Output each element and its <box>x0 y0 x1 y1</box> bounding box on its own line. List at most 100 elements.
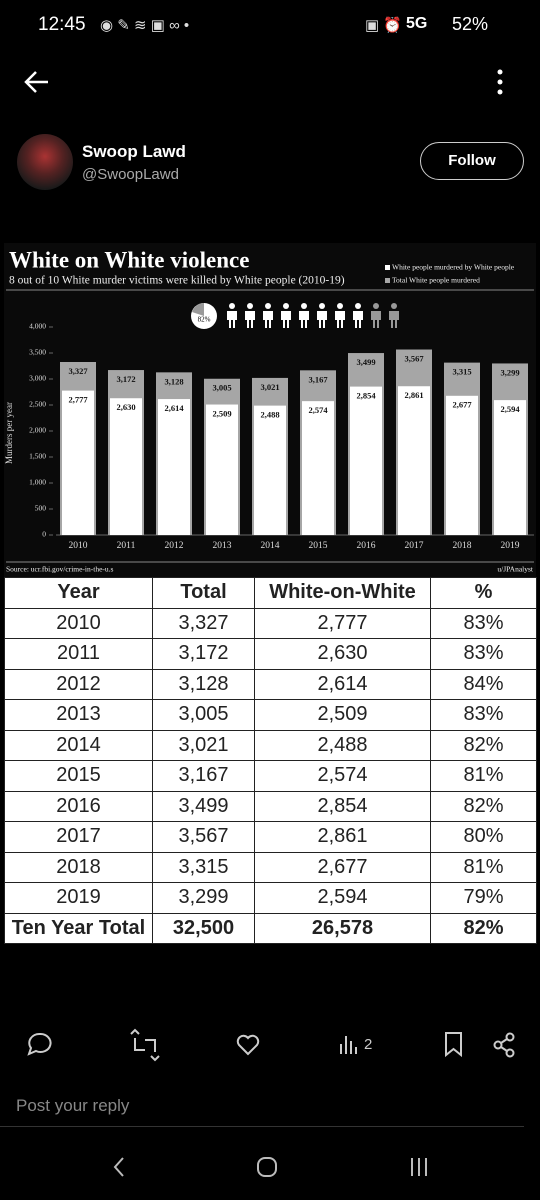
table-cell: 2011 <box>4 638 153 670</box>
table-row: 2014 3,021 2,488 82% <box>4 729 537 761</box>
table-cell: 2,630 <box>254 638 431 670</box>
person-body <box>227 311 237 328</box>
bar <box>398 386 430 535</box>
y-tick-label: 1,500 <box>29 452 46 461</box>
back-button[interactable] <box>24 71 48 93</box>
chart-subtitle: 8 out of 10 White murder victims were ki… <box>9 275 345 287</box>
table-cell: 3,299 <box>152 882 255 914</box>
value-label: 3,327 <box>68 366 88 376</box>
status-network: 5G <box>406 15 428 32</box>
table-cell: 80% <box>430 821 537 853</box>
nav-recents[interactable] <box>411 1158 427 1176</box>
status-icons-right: ▣ ⏰ <box>365 17 403 34</box>
value-label: 2,488 <box>260 410 279 420</box>
avatar[interactable] <box>17 134 73 190</box>
person-body <box>299 311 309 328</box>
person-head <box>283 303 289 309</box>
nav-back[interactable] <box>113 1157 124 1177</box>
person-head <box>355 303 361 309</box>
system-nav <box>113 1157 427 1177</box>
table-row: 2019 3,299 2,594 79% <box>4 882 537 914</box>
table-cell: 79% <box>430 882 537 914</box>
table-cell: 2,614 <box>254 668 431 700</box>
reply-input[interactable]: Post your reply <box>16 1096 130 1115</box>
chart: White on White violence 8 out of 10 Whit… <box>0 243 540 577</box>
follow-button[interactable]: Follow <box>420 142 524 180</box>
profile-handle[interactable]: @SwoopLawd <box>82 166 179 183</box>
legend-label: Total White people murdered <box>392 276 480 285</box>
chart-title: White on White violence <box>9 247 249 272</box>
y-tick-label: 500 <box>35 504 47 513</box>
status-battery: 52% <box>452 14 489 34</box>
bookmark-button[interactable] <box>445 1032 462 1058</box>
y-tick-label: 2,500 <box>29 400 46 409</box>
table-cell: 3,567 <box>152 821 255 853</box>
legend-swatch <box>385 265 390 270</box>
person-head <box>337 303 343 309</box>
y-axis-label: Murders per year <box>4 402 14 464</box>
table-cell: 2,488 <box>254 729 431 761</box>
reply-button[interactable] <box>27 1032 52 1056</box>
x-tick-label: 2015 <box>309 541 328 551</box>
person-body <box>389 311 399 328</box>
value-label: 2,777 <box>68 395 88 405</box>
value-label: 2,574 <box>308 405 328 415</box>
value-label: 2,509 <box>212 408 231 418</box>
y-tick-label: 0 <box>42 530 46 539</box>
status-icons: ◉ ✎ ≋ ▣ ∞ • <box>100 17 190 34</box>
bar <box>62 390 94 535</box>
value-label: 3,315 <box>452 367 471 377</box>
x-tick-label: 2014 <box>261 541 280 551</box>
more-button[interactable] <box>497 69 503 95</box>
table-row: 2010 3,327 2,777 83% <box>4 607 537 639</box>
bar <box>206 404 238 535</box>
icon-annotation: 82% <box>198 316 211 324</box>
bar <box>110 398 142 535</box>
table-cell: 2012 <box>4 668 153 700</box>
table-cell: 83% <box>430 699 537 731</box>
table-cell: 3,172 <box>152 638 255 670</box>
table-row: 2013 3,005 2,509 83% <box>4 699 537 731</box>
nav-home[interactable] <box>257 1157 277 1177</box>
bar <box>446 395 478 535</box>
table-cell: 81% <box>430 851 537 883</box>
x-tick-label: 2016 <box>357 541 376 551</box>
table-cell: 2,574 <box>254 760 431 792</box>
table-cell: 3,021 <box>152 729 255 761</box>
y-tick-label: 4,000 <box>29 322 46 331</box>
profile-name[interactable]: Swoop Lawd <box>82 142 186 161</box>
legend-swatch <box>385 278 390 283</box>
x-tick-label: 2019 <box>501 541 520 551</box>
table-cell: 3,167 <box>152 760 255 792</box>
table-cell: 3,315 <box>152 851 255 883</box>
value-label: 3,299 <box>500 367 519 377</box>
repost-button[interactable] <box>130 1028 160 1062</box>
table-cell: 2,509 <box>254 699 431 731</box>
status-time: 12:45 <box>38 14 86 35</box>
person-body <box>317 311 327 328</box>
value-label: 3,167 <box>308 374 328 384</box>
person-head <box>247 303 253 309</box>
top-nav <box>24 69 503 95</box>
person-body <box>335 311 345 328</box>
views-icon[interactable] <box>340 1036 357 1054</box>
credit: u/JPAnalyst <box>497 565 533 574</box>
table-row: 2016 3,499 2,854 82% <box>4 790 537 822</box>
person-body <box>353 311 363 328</box>
person-body <box>281 311 291 328</box>
table-cell: 2010 <box>4 607 153 639</box>
person-head <box>301 303 307 309</box>
value-label: 3,128 <box>164 376 183 386</box>
value-label: 3,567 <box>404 353 424 363</box>
value-label: 2,854 <box>356 391 376 401</box>
table-cell: 2014 <box>4 729 153 761</box>
like-button[interactable] <box>236 1034 260 1056</box>
person-head <box>229 303 235 309</box>
table-row: 2018 3,315 2,677 81% <box>4 851 537 883</box>
table-container: Year Total White-on-White% 2010 3,327 2,777 83… <box>4 577 537 944</box>
reply-divider <box>0 1126 524 1127</box>
table: Year Total White-on-White% 2010 3,327 2,777 83… <box>4 577 537 944</box>
bar <box>302 401 334 535</box>
share-button[interactable] <box>493 1032 515 1058</box>
